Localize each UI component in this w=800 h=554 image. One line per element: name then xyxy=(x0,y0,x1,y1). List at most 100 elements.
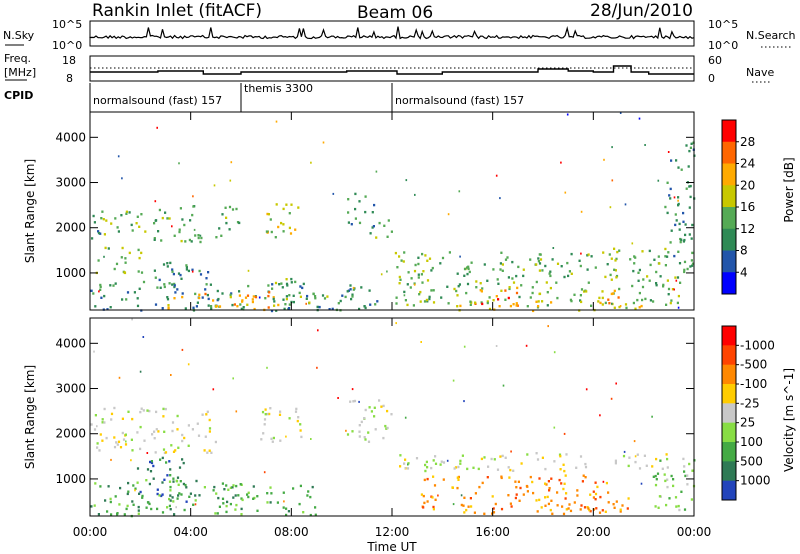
heatmap-cell xyxy=(136,304,140,308)
heatmap-cell xyxy=(127,490,130,493)
heatmap-cell xyxy=(174,449,177,452)
heatmap-cell xyxy=(420,273,423,276)
heatmap-cell xyxy=(194,499,197,502)
heatmap-cell xyxy=(580,300,583,304)
heatmap-cell xyxy=(556,296,559,300)
heatmap-cell xyxy=(103,294,106,298)
heatmap-cell xyxy=(613,268,616,271)
heatmap-cell xyxy=(149,470,153,473)
heatmap-cell xyxy=(452,503,455,506)
power-ylabel: Slant Range [km] xyxy=(23,159,37,263)
heatmap-cell xyxy=(509,304,512,308)
heatmap-cell xyxy=(252,485,255,488)
heatmap-cell xyxy=(354,207,357,211)
heatmap-cell xyxy=(499,268,502,271)
heatmap-cell xyxy=(428,257,432,260)
heatmap-cell xyxy=(456,294,459,297)
heatmap-cell xyxy=(522,493,525,496)
heatmap-cell xyxy=(525,484,528,488)
heatmap-cell xyxy=(526,305,529,308)
noise-right-label: N.Search xyxy=(746,29,796,42)
heatmap-cell xyxy=(422,270,425,273)
heatmap-cell xyxy=(669,241,672,244)
heatmap-cell xyxy=(670,474,673,478)
heatmap-cell xyxy=(395,296,398,299)
heatmap-cell xyxy=(229,502,232,506)
heatmap-cell xyxy=(163,478,166,481)
heatmap-cell xyxy=(294,280,297,284)
heatmap-cell xyxy=(540,506,543,509)
heatmap-cell xyxy=(176,414,179,418)
y-tick-label: 4000 xyxy=(55,130,86,144)
heatmap-cell xyxy=(688,185,691,188)
heatmap-cell xyxy=(185,500,188,503)
heatmap-cell xyxy=(350,297,353,301)
heatmap-cell xyxy=(617,296,620,299)
heatmap-cell xyxy=(375,170,378,173)
heatmap-cell xyxy=(622,454,626,458)
heatmap-cell xyxy=(316,366,318,369)
heatmap-cell xyxy=(541,456,544,459)
heatmap-cell xyxy=(285,513,288,517)
heatmap-cell xyxy=(347,221,350,224)
heatmap-cell xyxy=(174,291,177,294)
heatmap-cell xyxy=(669,301,672,305)
y-tick-label: 2000 xyxy=(55,221,86,235)
heatmap-cell xyxy=(663,473,666,476)
heatmap-cell xyxy=(117,440,121,443)
heatmap-cell xyxy=(579,508,582,511)
y-tick-label: 2000 xyxy=(55,427,86,441)
heatmap-cell xyxy=(181,218,184,221)
heatmap-cell xyxy=(170,374,172,376)
heatmap-cell xyxy=(284,303,287,306)
heatmap-cell xyxy=(285,507,288,510)
heatmap-cell xyxy=(463,345,466,348)
heatmap-cell xyxy=(480,457,483,461)
heatmap-cell xyxy=(244,296,248,299)
power-panel-frame xyxy=(89,111,695,311)
heatmap-cell xyxy=(136,431,139,434)
heatmap-cell xyxy=(602,251,605,254)
heatmap-cell xyxy=(225,484,228,487)
colorbar-swatch xyxy=(722,272,736,295)
heatmap-cell xyxy=(507,296,510,300)
heatmap-cell xyxy=(494,502,497,506)
heatmap-cell xyxy=(139,410,142,414)
heatmap-cell xyxy=(206,293,209,297)
heatmap-cell xyxy=(360,420,363,424)
heatmap-cell xyxy=(110,412,114,416)
heatmap-cell xyxy=(131,229,134,232)
heatmap-cell xyxy=(446,459,449,462)
heatmap-cell xyxy=(580,252,582,255)
heatmap-cell xyxy=(422,494,425,498)
heatmap-cell xyxy=(225,221,228,225)
heatmap-cell xyxy=(184,240,187,243)
heatmap-cell xyxy=(631,284,634,288)
heatmap-cell xyxy=(374,428,377,431)
heatmap-cell xyxy=(618,287,621,291)
heatmap-cell xyxy=(309,495,312,499)
heatmap-cell xyxy=(121,431,124,435)
heatmap-cell xyxy=(678,222,681,226)
freq-left-tick-top: 18 xyxy=(62,54,76,67)
heatmap-cell xyxy=(570,299,573,303)
heatmap-cell xyxy=(550,301,553,304)
heatmap-cell xyxy=(594,481,597,484)
heatmap-cell xyxy=(138,492,141,495)
heatmap-cell xyxy=(670,299,673,302)
heatmap-cell xyxy=(537,305,540,308)
heatmap-cell xyxy=(282,506,285,509)
heatmap-cell xyxy=(331,307,334,311)
heatmap-cell xyxy=(161,511,165,514)
heatmap-cell xyxy=(162,415,165,418)
heatmap-cell xyxy=(691,223,694,227)
heatmap-cell xyxy=(234,494,237,497)
heatmap-cell xyxy=(106,510,109,513)
heatmap-cell xyxy=(156,492,159,496)
velocity-colorbar: -1000 -500 -100 -25 25 100 500 1000 xyxy=(721,325,775,501)
heatmap-cell xyxy=(439,463,442,466)
heatmap-cell xyxy=(172,480,175,483)
heatmap-cell xyxy=(261,410,265,414)
velocity-ylabel: Slant Range [km] xyxy=(23,365,37,469)
heatmap-cell xyxy=(363,417,366,420)
